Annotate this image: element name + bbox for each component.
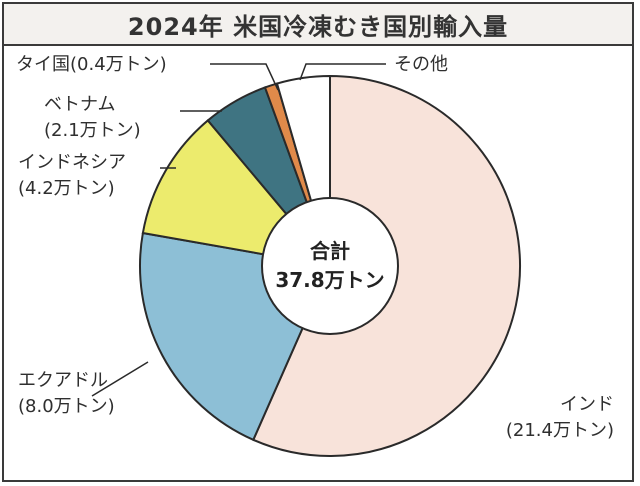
slice-label-1-line-2: (21.4万トン) bbox=[506, 420, 614, 441]
slice-label-4-line-1: ベトナム bbox=[44, 94, 115, 115]
slice-label-6-line-1: その他 bbox=[394, 54, 448, 75]
slice-label-3-line-1: インドネシア bbox=[18, 152, 126, 173]
leader-line-2 bbox=[91, 361, 149, 397]
title-bar: 2024年 米国冷凍むき国別輸入量 bbox=[4, 4, 632, 46]
slice-label-5-line-1: タイ国(0.4万トン) bbox=[16, 54, 167, 75]
leader-line-6 bbox=[299, 63, 386, 81]
slice-label-3-line-2: (4.2万トン) bbox=[18, 178, 115, 199]
slice-label-2-line-2: (8.0万トン) bbox=[18, 396, 115, 417]
leader-line-5 bbox=[210, 63, 279, 91]
chart-title: 2024年 米国冷凍むき国別輸入量 bbox=[127, 12, 509, 41]
center-label-title: 合計 bbox=[310, 239, 350, 263]
slice-label-4-line-2: (2.1万トン) bbox=[44, 120, 141, 141]
donut-hole bbox=[261, 197, 399, 335]
slice-label-1-line-1: インド bbox=[560, 394, 614, 415]
slice-label-2-line-1: エクアドル bbox=[18, 370, 108, 391]
center-label-total: 37.8万トン bbox=[275, 268, 384, 292]
